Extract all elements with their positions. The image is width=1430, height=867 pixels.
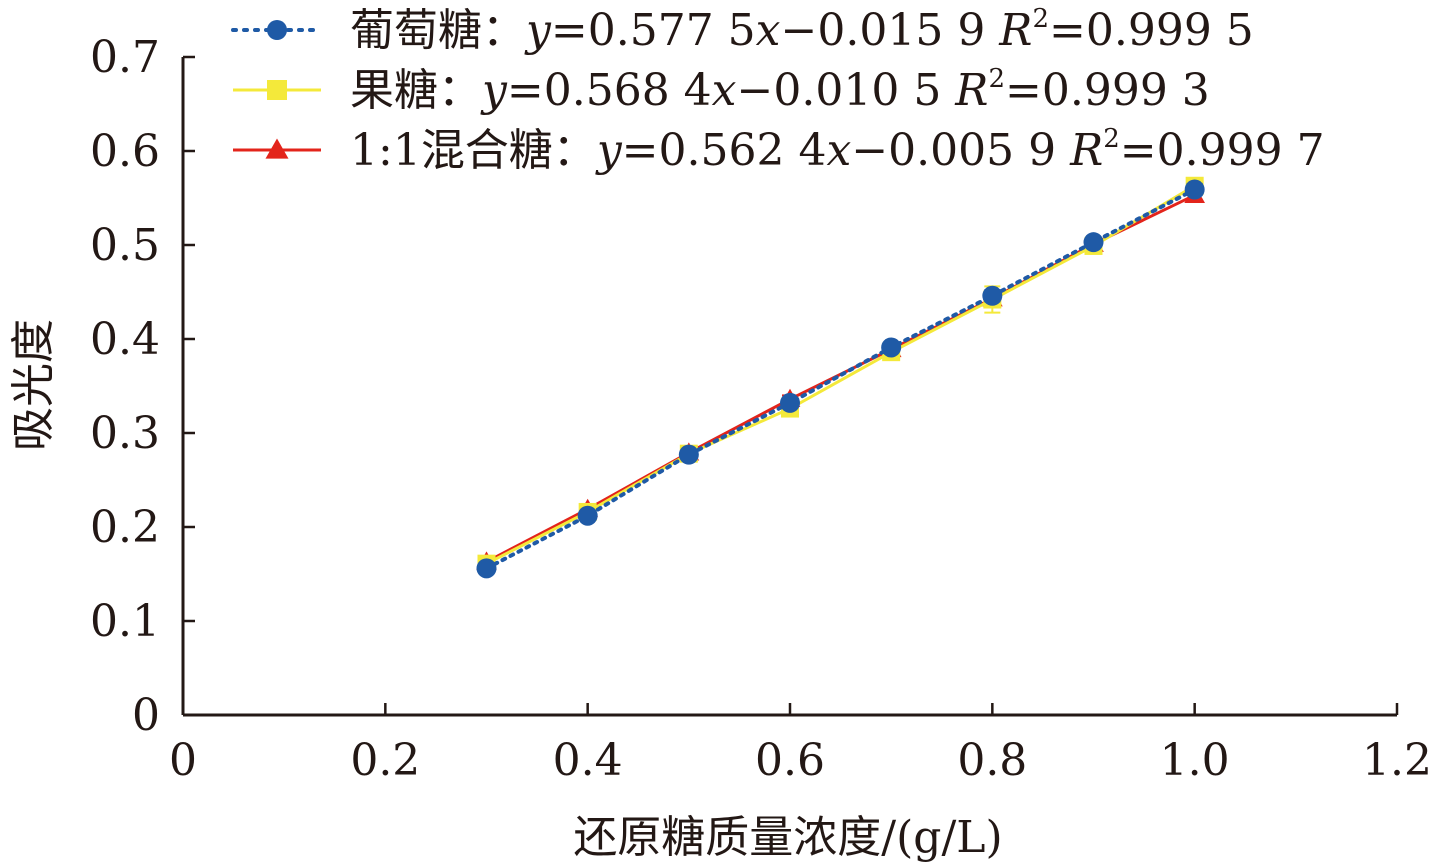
x-tick-label: 0 [169, 735, 197, 786]
x-tick-label: 0.4 [553, 735, 623, 786]
axes: 0 0.2 0.4 0.6 0.8 1.0 1.2 0 0.1 0.2 0.3 0.4 0.5 0.6 0.… [90, 32, 1430, 786]
legend-series-name: 1:1混合糖： [350, 125, 597, 176]
y-tick-label: 0.4 [90, 314, 160, 365]
legend-swatch-marker [265, 138, 289, 159]
series-line [484, 187, 1197, 571]
legend-entry-2: 果糖：y=0.568 4x−0.010 5 R2=0.999 3 [233, 64, 1210, 116]
y-tick-label: 0.6 [90, 126, 160, 177]
data-point [1184, 179, 1205, 200]
legend-label: 果糖：y=0.568 4x−0.010 5 R2=0.999 3 [350, 64, 1210, 116]
data-point [982, 285, 1003, 306]
legend-label: 葡萄糖：y=0.577 5x−0.015 9 R2=0.999 5 [350, 4, 1254, 56]
legend-label: 1:1混合糖：y=0.562 4x−0.005 9 R2=0.999 7 [350, 124, 1325, 176]
x-tick-label: 0.6 [755, 735, 825, 786]
y-tick-label: 0.2 [90, 502, 160, 553]
data-point [476, 558, 497, 579]
x-tick-label: 1.2 [1362, 735, 1430, 786]
y-tick-label: 0 [132, 690, 160, 741]
y-axis-title: 吸光度 [8, 319, 59, 451]
series-layer [476, 176, 1206, 579]
series-1 [476, 179, 1205, 579]
y-tick-label: 0.7 [90, 32, 160, 83]
data-point [577, 505, 598, 526]
legend-entry-1: 葡萄糖：y=0.577 5x−0.015 9 R2=0.999 5 [231, 4, 1254, 56]
y-tick-label: 0.5 [90, 220, 160, 271]
legend-entry-3: 1:1混合糖：y=0.562 4x−0.005 9 R2=0.999 7 [233, 124, 1325, 176]
legend-series-name: 果糖： [350, 65, 482, 116]
series-line [485, 184, 1196, 565]
legend-swatch-marker [267, 80, 287, 100]
legend-swatch-marker [267, 20, 287, 40]
data-point [780, 392, 800, 413]
legend-series-name: 葡萄糖： [350, 5, 526, 56]
y-tick-label: 0.3 [90, 408, 160, 459]
data-point [678, 444, 699, 465]
data-point [881, 337, 902, 358]
x-axis-title: 还原糖质量浓度/(g/L) [573, 812, 1002, 863]
legend: 葡萄糖：y=0.577 5x−0.015 9 R2=0.999 5 果糖：y=0.… [231, 4, 1325, 176]
x-tick-label: 1.0 [1160, 735, 1230, 786]
x-tick-label: 0.2 [350, 735, 420, 786]
data-point [1083, 232, 1104, 253]
x-tick-label: 0.8 [957, 735, 1027, 786]
y-tick-label: 0.1 [90, 596, 160, 647]
